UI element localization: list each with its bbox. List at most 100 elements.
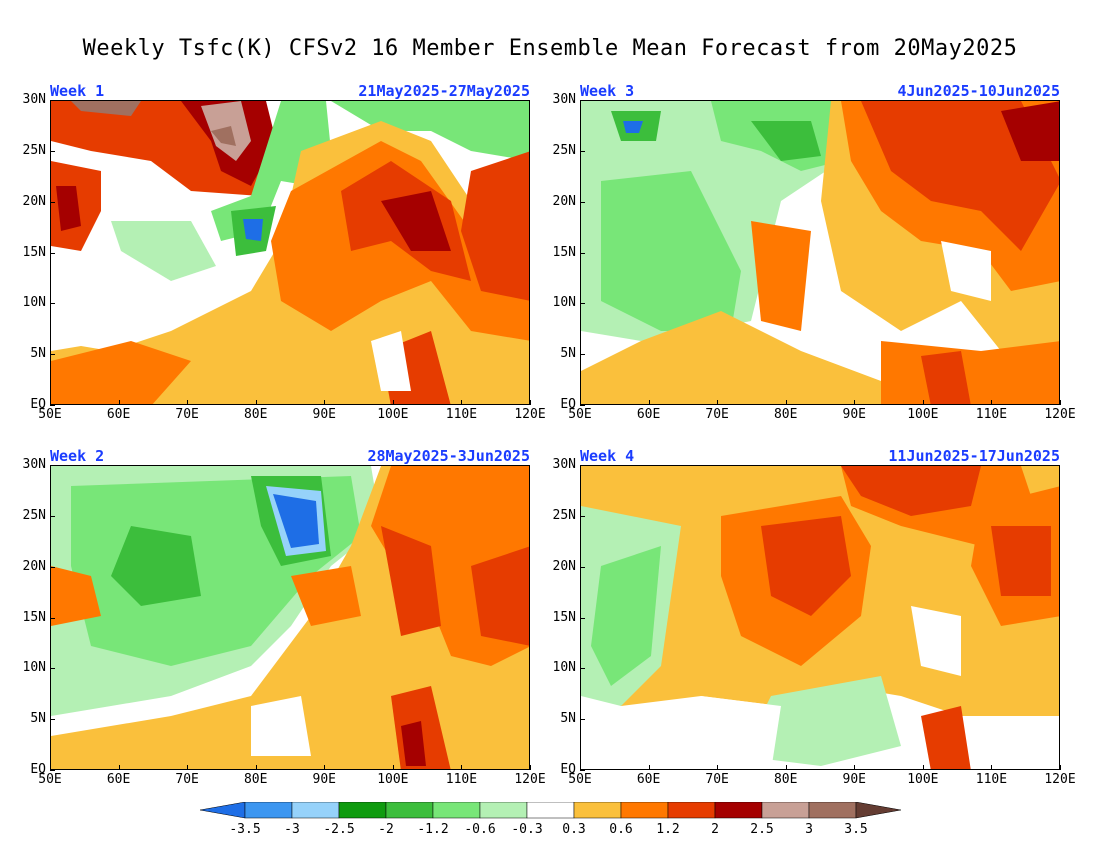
lat-tick-label: 25N [552, 142, 576, 158]
lon-tick [118, 765, 120, 770]
lat-tick-label: 30N [552, 92, 576, 107]
lon-tick-label: 70E [705, 772, 729, 787]
lon-tick-label: 90E [312, 407, 337, 422]
lon-tick-label: 90E [842, 772, 867, 787]
lat-tick [50, 770, 55, 771]
lon-tick-label: 70E [175, 772, 199, 787]
lon-tick [255, 765, 257, 770]
colorbar-label: -3.5 [229, 822, 261, 837]
lat-tick [50, 201, 55, 203]
lat-tick [580, 465, 585, 466]
lat-tick [50, 354, 55, 356]
panel-week2-label: Week 2 [50, 447, 105, 465]
colorbar-label: -2 [378, 822, 394, 837]
lon-tick [717, 765, 719, 770]
map-panel-week4 [580, 465, 1060, 770]
lat-tick [580, 770, 585, 771]
lon-tick [854, 765, 856, 770]
lat-tick [580, 566, 585, 568]
lat-tick-label: EQ [560, 762, 576, 777]
lat-tick-label: 15N [22, 609, 46, 625]
lat-tick-label: 5N [30, 346, 46, 362]
panel-week3-label: Week 3 [580, 82, 635, 100]
lon-tick-label: 60E [636, 407, 661, 422]
figure-title: Weekly Tsfc(K) CFSv2 16 Member Ensemble … [82, 36, 1018, 61]
lat-tick-label: 30N [22, 92, 46, 107]
lon-tick [530, 765, 531, 770]
lat-tick [50, 405, 55, 406]
lat-tick [580, 303, 585, 305]
lon-tick-label: 80E [243, 407, 268, 422]
lat-tick-label: 10N [22, 660, 46, 676]
colorbar-swatch [291, 802, 340, 819]
lat-tick-label: 15N [552, 609, 576, 625]
lat-tick-label: 20N [552, 558, 576, 574]
lon-tick [1060, 400, 1061, 405]
lon-tick-label: 110E [445, 772, 478, 787]
lon-tick [991, 400, 993, 405]
colorbar-swatch [808, 802, 857, 819]
lat-tick [580, 150, 585, 152]
lat-tick-label: EQ [560, 397, 576, 412]
lon-tick [461, 400, 463, 405]
lon-tick-label: 100E [907, 772, 939, 787]
lat-tick [580, 515, 585, 517]
colorbar-label: -3 [284, 822, 300, 837]
lat-tick-label: 20N [22, 193, 46, 209]
lon-tick [187, 400, 189, 405]
lat-tick-label: 10N [552, 660, 576, 676]
lat-tick [580, 719, 585, 721]
panel-week3-dates: 4Jun2025-10Jun2025 [897, 82, 1060, 100]
lon-tick-label: 110E [975, 772, 1008, 787]
lon-tick-label: 80E [773, 772, 798, 787]
lat-tick-label: 25N [22, 507, 46, 523]
colorbar-label: 0.6 [609, 822, 633, 837]
lon-tick-label: 120E [1044, 407, 1076, 422]
lat-tick [580, 617, 585, 619]
colorbar-label: 3 [805, 822, 813, 837]
colorbar-swatch [432, 802, 481, 819]
lon-tick [717, 400, 719, 405]
colorbar-label: 2 [711, 822, 719, 837]
colorbar-swatch [479, 802, 528, 819]
lon-tick [255, 400, 257, 405]
map-panel-week1 [50, 100, 530, 405]
lon-tick-label: 120E [1044, 772, 1076, 787]
lon-tick [785, 765, 787, 770]
colorbar-swatch [714, 802, 763, 819]
lon-tick-label: 110E [445, 407, 478, 422]
lat-tick [50, 303, 55, 305]
panel-week1-dates: 21May2025-27May2025 [358, 82, 530, 100]
lon-tick-label: 90E [312, 772, 337, 787]
lon-tick-label: 100E [377, 407, 409, 422]
lon-tick [324, 400, 326, 405]
lon-tick [50, 400, 51, 405]
lon-tick [922, 400, 924, 405]
lon-tick-label: 60E [106, 407, 131, 422]
lon-tick-label: 60E [106, 772, 131, 787]
lon-tick [854, 400, 856, 405]
lon-tick-label: 60E [636, 772, 661, 787]
colorbar [200, 802, 902, 819]
week3-anomaly-map [581, 101, 1059, 404]
lat-tick-label: 5N [560, 346, 576, 362]
colorbar-label: 0.3 [562, 822, 586, 837]
colorbar-label: 2.5 [750, 822, 774, 837]
week1-anomaly-map [51, 101, 529, 404]
colorbar-swatch [620, 802, 669, 819]
lon-tick-label: 90E [842, 407, 867, 422]
colorbar-right-arrow [855, 802, 902, 819]
lon-tick-label: 100E [377, 772, 409, 787]
lat-tick [50, 566, 55, 568]
lon-tick-label: 50E [38, 407, 62, 422]
colorbar-label: -1.2 [417, 822, 449, 837]
colorbar-label: -0.3 [511, 822, 543, 837]
colorbar-swatch [761, 802, 810, 819]
lon-tick [648, 400, 650, 405]
lat-tick [50, 100, 55, 101]
panel-week4-dates: 11Jun2025-17Jun2025 [888, 447, 1060, 465]
colorbar-swatch [667, 802, 716, 819]
lon-tick [785, 400, 787, 405]
lon-tick-label: 50E [568, 772, 592, 787]
lon-tick [922, 765, 924, 770]
